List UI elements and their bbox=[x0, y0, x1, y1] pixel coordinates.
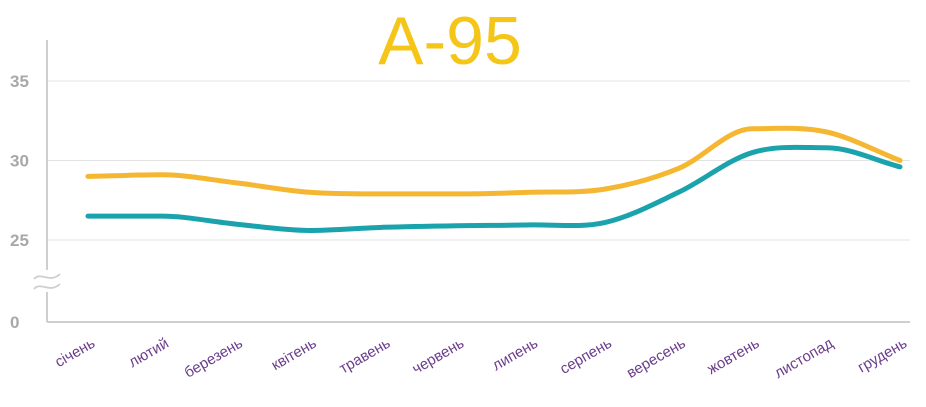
y-axis-break bbox=[33, 270, 61, 292]
y-tick-label: 30 bbox=[10, 152, 29, 171]
x-tick-label: червень bbox=[409, 335, 467, 378]
x-tick-label: травень bbox=[336, 335, 393, 378]
x-tick-label: березень bbox=[181, 335, 245, 382]
x-tick-label: квітень bbox=[269, 335, 320, 374]
x-tick-label: липень bbox=[489, 335, 541, 375]
x-tick-label: серпень bbox=[557, 335, 615, 378]
x-tick-labels: січень лютий березень квітень травень червень… bbox=[52, 335, 910, 382]
y-tick-label: 25 bbox=[10, 231, 29, 250]
y-tick-label: 35 bbox=[10, 72, 29, 91]
chart-title: А-95 bbox=[378, 3, 522, 79]
x-tick-label: жовтень bbox=[704, 335, 762, 378]
x-tick-label: вересень bbox=[624, 335, 689, 382]
y-tick-label: 0 bbox=[10, 313, 19, 332]
x-tick-label: листопад bbox=[771, 335, 836, 382]
series-line-2 bbox=[85, 144, 903, 233]
grid bbox=[47, 80, 910, 323]
x-tick-label: лютий bbox=[126, 335, 172, 371]
x-tick-label: січень bbox=[52, 335, 98, 371]
series-lines bbox=[85, 125, 903, 233]
series-line-1 bbox=[85, 125, 903, 197]
axes bbox=[33, 40, 910, 323]
y-tick-labels: 35 30 25 0 bbox=[10, 72, 29, 332]
x-tick-label: грудень bbox=[855, 335, 910, 377]
